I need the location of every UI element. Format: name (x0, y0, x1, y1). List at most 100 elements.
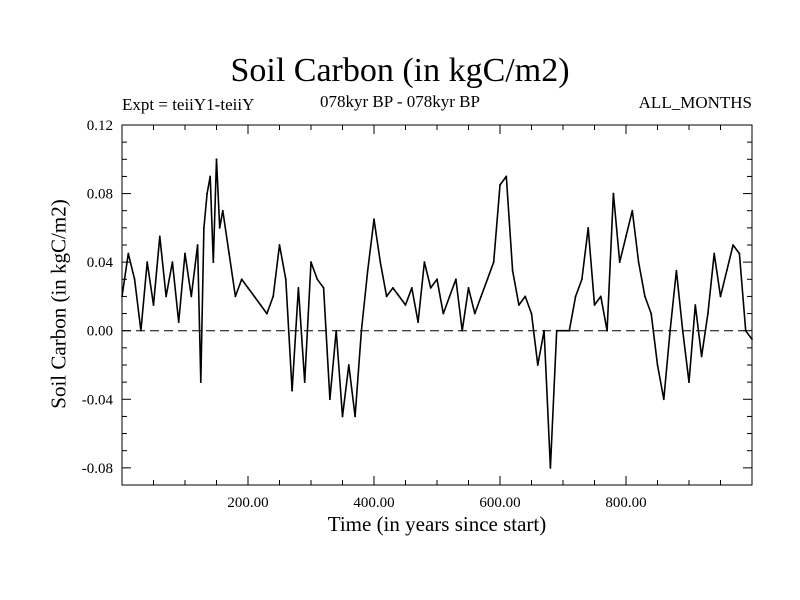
data-point (644, 295, 646, 298)
data-point (581, 278, 583, 281)
y-tick-label: 0.04 (87, 255, 114, 271)
data-point (206, 192, 208, 195)
data-point (127, 252, 130, 255)
data-point (335, 329, 338, 332)
data-point (366, 269, 369, 272)
x-axis-label: Time (in years since start) (327, 512, 547, 536)
months-label: ALL_MONTHS (638, 93, 752, 112)
data-point (681, 329, 684, 332)
data-point (751, 338, 753, 341)
data-point (146, 261, 149, 264)
data-point (599, 295, 602, 298)
data-point (738, 252, 741, 255)
data-point (593, 304, 596, 306)
data-point (606, 329, 608, 332)
y-tick-label: -0.08 (82, 461, 113, 477)
data-point (436, 278, 438, 281)
data-point (184, 252, 186, 255)
data-point (562, 329, 564, 332)
x-tick-label: 200.00 (227, 495, 268, 511)
data-point (272, 295, 275, 298)
data-point (694, 304, 697, 306)
data-point (499, 184, 501, 186)
data-point (228, 252, 231, 255)
data-point (618, 261, 621, 264)
chart-subtitle: 078kyr BP - 078kyr BP (320, 92, 480, 111)
data-point (461, 329, 464, 332)
data-point (574, 295, 577, 298)
chart-title: Soil Carbon (in kgC/m2) (230, 52, 570, 89)
data-point (404, 304, 407, 306)
data-point (190, 295, 193, 298)
data-point (316, 278, 319, 281)
data-point (448, 295, 451, 298)
experiment-label: Expt = teiiY1-teiiY (122, 95, 255, 114)
data-point (310, 261, 312, 264)
data-point (505, 175, 508, 178)
data-point (555, 329, 558, 332)
data-point (152, 304, 155, 306)
data-point (297, 286, 300, 289)
data-point (291, 389, 293, 392)
data-point (240, 278, 243, 281)
data-point (612, 192, 615, 195)
data-point (121, 295, 123, 298)
data-point (284, 278, 287, 281)
data-point (700, 355, 703, 358)
data-point (669, 329, 671, 332)
data-point (253, 295, 256, 298)
data-point (744, 329, 747, 332)
y-tick-label: 0.00 (87, 324, 113, 340)
data-point (650, 312, 653, 315)
data-point (486, 278, 489, 281)
data-point (347, 364, 350, 366)
data-point (398, 295, 401, 298)
data-point (480, 295, 482, 298)
data-point (732, 244, 734, 246)
data-point (177, 321, 180, 324)
data-point (467, 286, 470, 289)
data-point (203, 226, 205, 229)
data-point (133, 278, 136, 281)
data-point (341, 415, 344, 418)
data-point (662, 398, 665, 401)
data-point (266, 312, 268, 315)
data-point (354, 415, 356, 418)
data-point (423, 261, 426, 264)
data-point (518, 304, 520, 306)
data-point (543, 329, 545, 332)
data-point (524, 295, 527, 298)
data-point (656, 364, 659, 366)
data-point (637, 261, 640, 264)
data-point (675, 269, 678, 272)
data-point (329, 398, 331, 401)
data-point (218, 226, 221, 229)
data-point (492, 261, 495, 264)
data-point (530, 312, 533, 315)
data-point (429, 286, 432, 289)
data-point (360, 329, 363, 332)
data-point (713, 252, 716, 255)
y-tick-label: 0.12 (87, 118, 113, 134)
data-point (385, 295, 388, 298)
series-line (121, 158, 753, 469)
data-point (212, 261, 215, 264)
data-point (247, 286, 249, 289)
data-point (725, 269, 728, 272)
data-point (455, 278, 457, 281)
x-tick-label: 600.00 (479, 495, 520, 511)
data-point (688, 381, 690, 384)
data-point (322, 286, 325, 289)
data-point (587, 226, 590, 229)
data-point (221, 209, 224, 212)
data-point (209, 175, 212, 178)
data-point (165, 295, 168, 298)
data-point (568, 329, 571, 332)
data-point (171, 261, 174, 264)
data-point (196, 244, 199, 246)
data-point (625, 235, 627, 238)
data-point (158, 235, 161, 238)
data-point (199, 381, 202, 384)
data-point (303, 381, 306, 384)
